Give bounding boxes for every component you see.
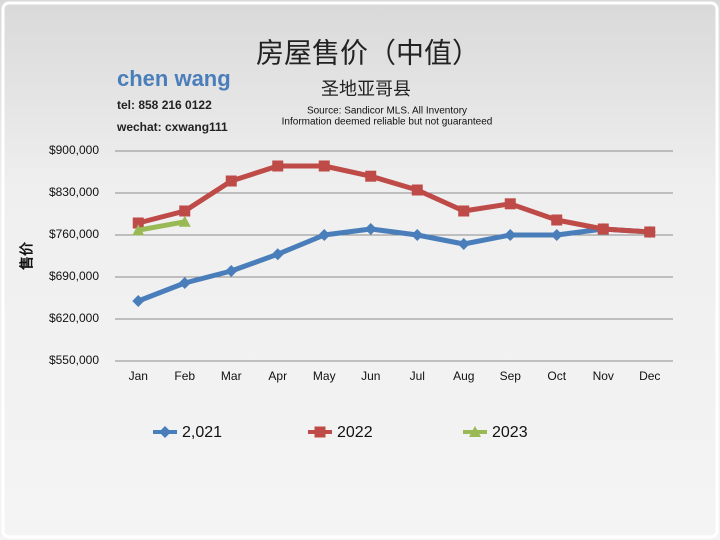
data-point: [178, 215, 191, 227]
data-point: [458, 205, 470, 217]
author: chen wang: [117, 66, 231, 91]
contact: tel: 858 216 0122: [117, 98, 212, 112]
x-tick-label: Feb: [174, 369, 195, 383]
series-line: [137, 226, 650, 304]
y-tick-label: $830,000: [49, 185, 99, 199]
x-tick-label: Jan: [129, 369, 148, 383]
data-point: [364, 223, 377, 235]
contact: wechat: cxwang111: [116, 120, 228, 134]
data-point: [318, 160, 330, 172]
y-tick-label: $620,000: [49, 311, 99, 325]
data-point: [457, 238, 470, 250]
series-line: [137, 163, 650, 235]
data-point: [179, 205, 191, 217]
data-point: [365, 170, 377, 182]
data-point: [318, 229, 331, 241]
x-tick-label: Sep: [500, 369, 522, 383]
y-tick-label: $690,000: [49, 269, 99, 283]
source: Information deemed reliable but not guar…: [282, 117, 493, 128]
y-tick-label: $900,000: [49, 143, 99, 157]
chart-subtitle: 圣地亚哥县: [321, 79, 411, 99]
data-point: [272, 160, 284, 172]
data-point: [178, 277, 191, 289]
legend-label: 2022: [337, 424, 373, 441]
x-tick-label: Dec: [639, 369, 660, 383]
data-point: [225, 265, 238, 277]
x-tick-label: Apr: [268, 369, 287, 383]
y-tick-label: $550,000: [49, 353, 99, 367]
source: Source: Sandicor MLS. All Inventory: [307, 106, 467, 117]
chart-title: 房屋售价（中值）: [256, 37, 480, 68]
x-tick-label: Jul: [410, 369, 425, 383]
data-point: [411, 184, 423, 196]
data-point: [597, 223, 609, 235]
data-point: [551, 214, 563, 226]
legend-marker: [469, 426, 481, 437]
x-tick-label: Jun: [361, 369, 380, 383]
data-point: [132, 217, 144, 229]
series-line: [137, 219, 186, 233]
x-tick-label: Aug: [453, 369, 474, 383]
x-tick-label: Nov: [593, 369, 614, 383]
data-point: [550, 229, 563, 241]
legend-label: 2023: [492, 424, 528, 441]
legend-marker: [159, 426, 171, 438]
data-point: [271, 248, 284, 261]
x-tick-label: Mar: [221, 369, 242, 383]
data-point: [644, 226, 656, 238]
y-tick-label: $760,000: [49, 227, 99, 241]
x-tick-label: May: [313, 369, 336, 383]
data-point: [132, 224, 145, 236]
data-point: [225, 175, 237, 187]
x-tick-label: Oct: [547, 369, 566, 383]
data-point: [504, 198, 516, 210]
legend-marker: [314, 426, 326, 438]
data-point: [504, 229, 517, 241]
data-point: [132, 295, 145, 307]
data-point: [411, 229, 424, 241]
legend-label: 2,021: [182, 424, 222, 441]
y-axis-label: 售价: [19, 241, 35, 271]
